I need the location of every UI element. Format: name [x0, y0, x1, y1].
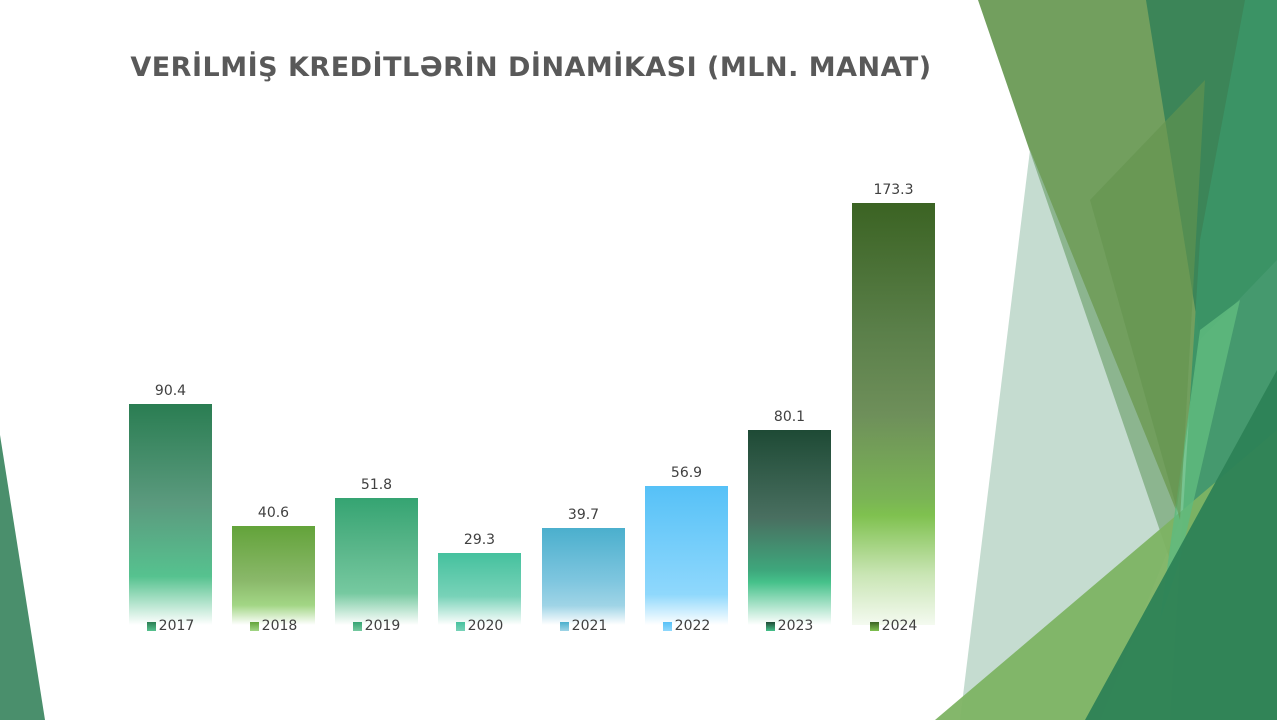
legend-label: 2019 — [364, 618, 401, 634]
legend-label: 2020 — [467, 618, 504, 634]
bar-2017 — [129, 404, 212, 625]
legend-label: 2024 — [881, 618, 918, 634]
legend-label: 2022 — [674, 618, 711, 634]
bar-value-label: 51.8 — [360, 477, 393, 493]
legend-item-2019: 2019 — [335, 617, 418, 635]
facet-dark-green-bottom — [1085, 370, 1277, 720]
bar-2020 — [438, 553, 521, 625]
bar-2021 — [542, 528, 625, 625]
bar-value-label: 40.6 — [257, 505, 290, 521]
legend-item-2021: 2021 — [542, 617, 625, 635]
legend-label: 2021 — [571, 618, 608, 634]
bar-value-label: 173.3 — [873, 182, 914, 198]
legend-label: 2017 — [158, 618, 195, 634]
legend-item-2017: 2017 — [129, 617, 212, 635]
legend-swatch-icon — [559, 621, 569, 631]
legend-item-2024: 2024 — [852, 617, 935, 635]
bar-2023 — [748, 430, 831, 625]
legend-label: 2018 — [261, 618, 298, 634]
legend-item-2020: 2020 — [438, 617, 521, 635]
bar-chart: 90.4 40.6 51.8 29.3 39.7 56.9 80.1 173.3… — [129, 182, 935, 635]
bar-2024 — [852, 203, 935, 625]
bar-2019 — [335, 498, 418, 625]
slide-title: VERİLMİŞ KREDİTLƏRİN DİNAMİKASI (MLN. MA… — [130, 52, 932, 83]
bar-value-label: 56.9 — [670, 465, 703, 481]
legend-swatch-icon — [352, 621, 362, 631]
legend-swatch-icon — [662, 621, 672, 631]
legend-swatch-icon — [249, 621, 259, 631]
bar-value-label: 29.3 — [463, 532, 496, 548]
facet-olive-mid — [1090, 80, 1205, 520]
legend-label: 2023 — [777, 618, 814, 634]
legend-swatch-icon — [455, 621, 465, 631]
facet-mint — [1160, 300, 1240, 620]
left-green-triangle — [0, 435, 45, 720]
legend-swatch-icon — [146, 621, 156, 631]
bar-value-label: 80.1 — [773, 409, 806, 425]
legend-item-2018: 2018 — [232, 617, 315, 635]
bar-value-label: 39.7 — [567, 507, 600, 523]
bar-2022 — [645, 486, 728, 625]
legend-swatch-icon — [869, 621, 879, 631]
bar-value-label: 90.4 — [154, 383, 187, 399]
legend-swatch-icon — [765, 621, 775, 631]
legend-item-2023: 2023 — [748, 617, 831, 635]
legend-item-2022: 2022 — [645, 617, 728, 635]
bar-2018 — [232, 526, 315, 625]
